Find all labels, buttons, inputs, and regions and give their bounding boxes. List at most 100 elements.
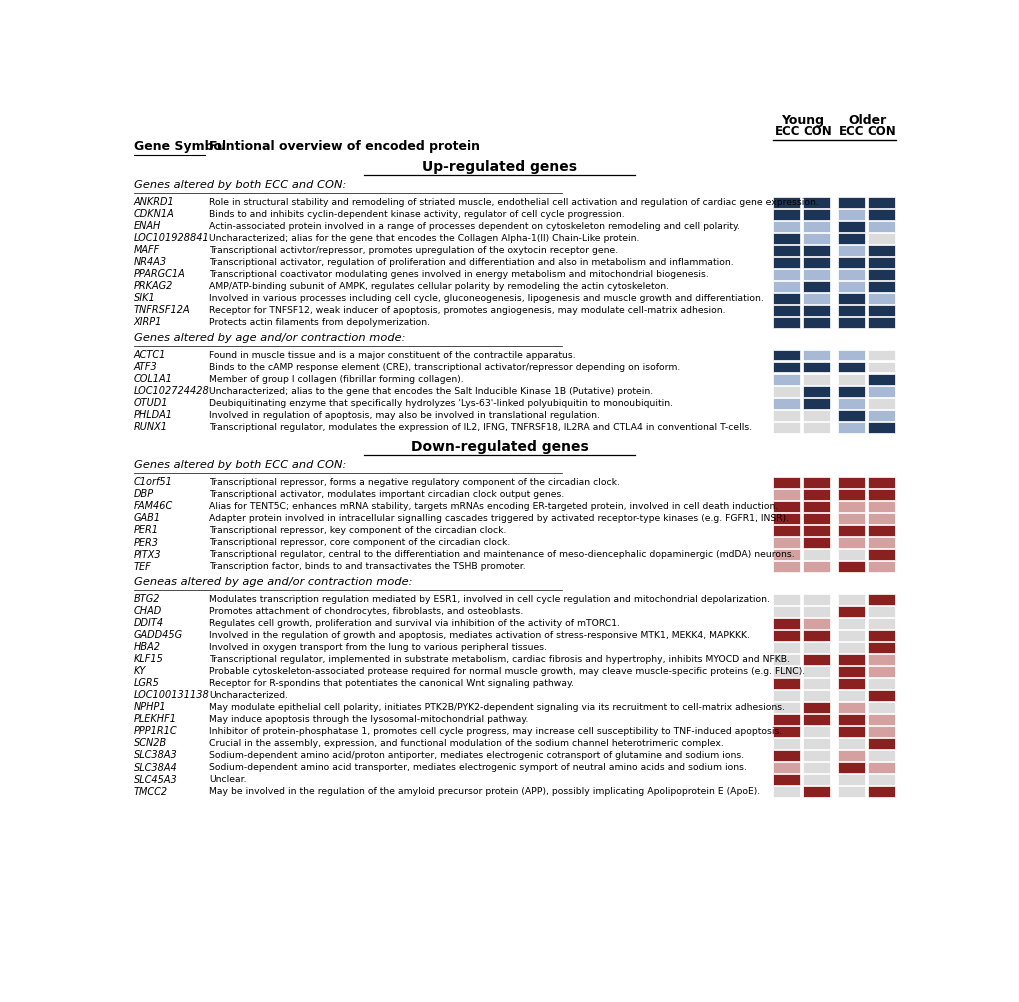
Text: SLC38A3: SLC38A3 [133, 750, 177, 761]
Text: NR4A3: NR4A3 [133, 258, 167, 268]
FancyBboxPatch shape [867, 282, 895, 292]
FancyBboxPatch shape [772, 775, 800, 785]
FancyBboxPatch shape [772, 306, 800, 316]
Text: Probable cytoskeleton-associated protease required for normal muscle growth, may: Probable cytoskeleton-associated proteas… [209, 667, 804, 676]
Text: Transcriptional regulator, central to the differentiation and maintenance of mes: Transcriptional regulator, central to th… [209, 550, 794, 559]
FancyBboxPatch shape [837, 726, 864, 736]
FancyBboxPatch shape [837, 374, 864, 385]
Text: ECC: ECC [773, 125, 799, 138]
FancyBboxPatch shape [867, 374, 895, 385]
FancyBboxPatch shape [837, 666, 864, 676]
FancyBboxPatch shape [803, 245, 829, 256]
Text: Genes altered by both ECC and CON:: Genes altered by both ECC and CON: [133, 180, 345, 190]
Text: TEF: TEF [133, 561, 151, 571]
FancyBboxPatch shape [803, 477, 829, 488]
FancyBboxPatch shape [772, 738, 800, 748]
FancyBboxPatch shape [772, 221, 800, 231]
Text: COL1A1: COL1A1 [133, 375, 172, 385]
FancyBboxPatch shape [837, 209, 864, 219]
FancyBboxPatch shape [803, 318, 829, 328]
FancyBboxPatch shape [867, 678, 895, 688]
FancyBboxPatch shape [772, 233, 800, 243]
FancyBboxPatch shape [837, 642, 864, 652]
Text: Geneas altered by age and/or contraction mode:: Geneas altered by age and/or contraction… [133, 577, 412, 587]
FancyBboxPatch shape [803, 654, 829, 664]
FancyBboxPatch shape [837, 221, 864, 231]
Text: May induce apoptosis through the lysosomal-mitochondrial pathway.: May induce apoptosis through the lysosom… [209, 715, 528, 724]
Text: ANKRD1: ANKRD1 [133, 197, 174, 207]
FancyBboxPatch shape [837, 501, 864, 512]
Text: Transcriptional activator, modulates important circadian clock output genes.: Transcriptional activator, modulates imp… [209, 490, 564, 499]
FancyBboxPatch shape [772, 386, 800, 397]
FancyBboxPatch shape [772, 374, 800, 385]
FancyBboxPatch shape [803, 787, 829, 797]
FancyBboxPatch shape [772, 197, 800, 207]
Text: GAB1: GAB1 [133, 513, 161, 523]
FancyBboxPatch shape [867, 294, 895, 304]
FancyBboxPatch shape [803, 282, 829, 292]
Text: Inhibitor of protein-phosphatase 1, promotes cell cycle progress, may increase c: Inhibitor of protein-phosphatase 1, prom… [209, 727, 782, 735]
FancyBboxPatch shape [867, 763, 895, 773]
Text: Up-regulated genes: Up-regulated genes [422, 160, 577, 174]
FancyBboxPatch shape [867, 726, 895, 736]
FancyBboxPatch shape [867, 306, 895, 316]
Text: KLF15: KLF15 [133, 654, 163, 664]
Text: Genes altered by both ECC and CON:: Genes altered by both ECC and CON: [133, 460, 345, 470]
Text: CHAD: CHAD [133, 606, 162, 616]
FancyBboxPatch shape [803, 763, 829, 773]
Text: Young: Young [781, 114, 823, 127]
Text: Found in muscle tissue and is a major constituent of the contractile apparatus.: Found in muscle tissue and is a major co… [209, 351, 575, 360]
FancyBboxPatch shape [867, 666, 895, 676]
FancyBboxPatch shape [772, 537, 800, 548]
FancyBboxPatch shape [803, 386, 829, 397]
FancyBboxPatch shape [837, 350, 864, 361]
FancyBboxPatch shape [837, 763, 864, 773]
Text: BTG2: BTG2 [133, 594, 160, 604]
FancyBboxPatch shape [772, 258, 800, 268]
Text: PPP1R1C: PPP1R1C [133, 726, 177, 736]
FancyBboxPatch shape [803, 702, 829, 712]
FancyBboxPatch shape [803, 258, 829, 268]
FancyBboxPatch shape [837, 594, 864, 604]
FancyBboxPatch shape [867, 362, 895, 373]
FancyBboxPatch shape [837, 702, 864, 712]
FancyBboxPatch shape [867, 233, 895, 243]
FancyBboxPatch shape [772, 594, 800, 604]
Text: Receptor for R-spondins that potentiates the canonical Wnt signaling pathway.: Receptor for R-spondins that potentiates… [209, 679, 574, 688]
Text: Protects actin filaments from depolymerization.: Protects actin filaments from depolymeri… [209, 318, 429, 327]
FancyBboxPatch shape [772, 525, 800, 536]
Text: Modulates transcription regulation mediated by ESR1, involved in cell cycle regu: Modulates transcription regulation media… [209, 595, 769, 604]
FancyBboxPatch shape [867, 787, 895, 797]
FancyBboxPatch shape [803, 606, 829, 616]
Text: May modulate epithelial cell polarity, initiates PTK2B/PYK2-dependent signaling : May modulate epithelial cell polarity, i… [209, 703, 784, 712]
FancyBboxPatch shape [803, 422, 829, 433]
FancyBboxPatch shape [837, 233, 864, 243]
FancyBboxPatch shape [772, 642, 800, 652]
Text: Down-regulated genes: Down-regulated genes [411, 440, 588, 454]
Text: Involved in oxygen transport from the lung to various peripheral tissues.: Involved in oxygen transport from the lu… [209, 643, 546, 652]
FancyBboxPatch shape [837, 245, 864, 256]
Text: CON: CON [802, 125, 832, 138]
FancyBboxPatch shape [837, 525, 864, 536]
Text: Deubiquitinating enzyme that specifically hydrolyzes 'Lys-63'-linked polyubiquit: Deubiquitinating enzyme that specificall… [209, 399, 673, 408]
FancyBboxPatch shape [837, 513, 864, 524]
FancyBboxPatch shape [837, 410, 864, 421]
FancyBboxPatch shape [772, 294, 800, 304]
FancyBboxPatch shape [837, 489, 864, 500]
Text: PER1: PER1 [133, 525, 159, 535]
Text: Uncharacterized; alias to the gene that encodes the Salt Inducible Kinase 1B (Pu: Uncharacterized; alias to the gene that … [209, 387, 652, 396]
Text: AMP/ATP-binding subunit of AMPK, regulates cellular polarity by remodeling the a: AMP/ATP-binding subunit of AMPK, regulat… [209, 282, 668, 291]
FancyBboxPatch shape [772, 489, 800, 500]
Text: PLEKHF1: PLEKHF1 [133, 714, 176, 724]
FancyBboxPatch shape [867, 501, 895, 512]
FancyBboxPatch shape [837, 422, 864, 433]
FancyBboxPatch shape [867, 525, 895, 536]
FancyBboxPatch shape [803, 410, 829, 421]
Text: PITX3: PITX3 [133, 549, 161, 559]
Text: Transcriptional regulator, modulates the expression of IL2, IFNG, TNFRSF18, IL2R: Transcriptional regulator, modulates the… [209, 423, 751, 432]
Text: ACTC1: ACTC1 [133, 351, 166, 361]
Text: HBA2: HBA2 [133, 642, 161, 652]
FancyBboxPatch shape [772, 678, 800, 688]
FancyBboxPatch shape [837, 362, 864, 373]
FancyBboxPatch shape [837, 270, 864, 280]
